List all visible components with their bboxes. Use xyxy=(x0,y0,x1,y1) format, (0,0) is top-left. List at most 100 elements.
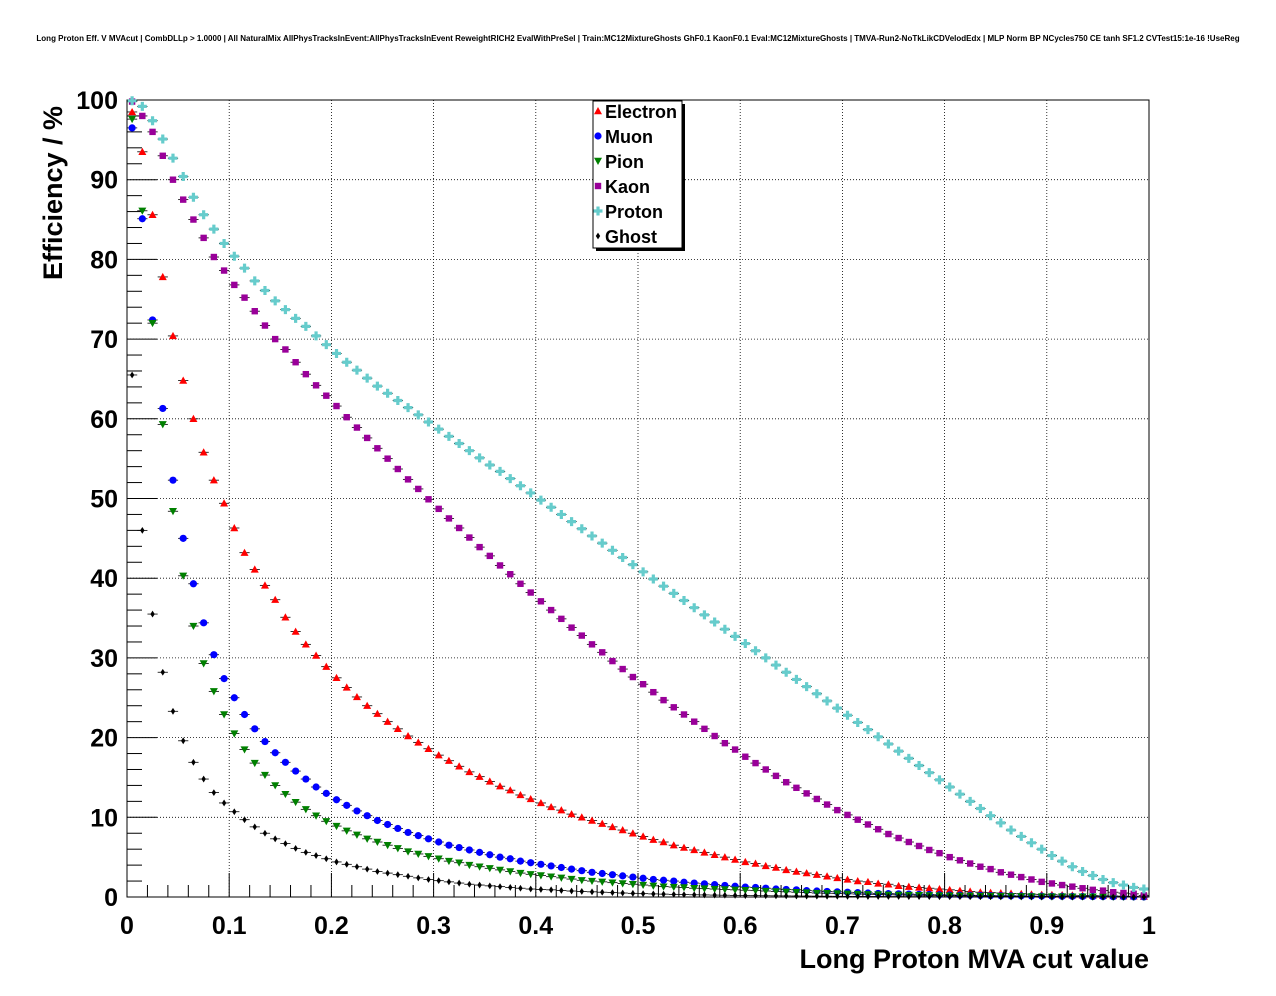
data-point-electron xyxy=(301,640,310,648)
x-tick-label: 0.8 xyxy=(927,912,962,940)
data-point-pion xyxy=(250,759,259,768)
data-point-ghost xyxy=(508,884,513,891)
data-point-pion xyxy=(506,868,515,876)
data-point-ghost xyxy=(405,872,411,880)
data-point-pion xyxy=(352,831,361,839)
data-point-kaon xyxy=(261,322,269,329)
data-point-kaon xyxy=(823,801,831,808)
series-proton xyxy=(127,96,1149,894)
data-point-pion xyxy=(455,859,464,867)
data-point-proton xyxy=(822,696,832,706)
data-point-ghost xyxy=(395,871,401,879)
data-point-ghost xyxy=(1131,893,1136,901)
data-point-pion xyxy=(342,827,351,835)
data-point-ghost xyxy=(1070,893,1075,901)
x-tick-label: 0.2 xyxy=(314,912,349,940)
data-point-electron xyxy=(526,794,535,803)
data-point-ghost xyxy=(1111,893,1116,901)
data-point-proton xyxy=(1088,870,1098,880)
data-point-muon xyxy=(567,865,576,873)
data-point-ghost xyxy=(548,886,554,894)
data-point-kaon xyxy=(404,476,412,483)
data-point-electron xyxy=(332,673,341,682)
data-point-electron xyxy=(935,885,944,893)
data-point-pion xyxy=(281,790,290,799)
data-point-pion xyxy=(230,730,239,738)
data-point-muon xyxy=(588,868,596,876)
data-point-proton xyxy=(761,653,771,663)
data-point-muon xyxy=(598,869,606,878)
data-point-pion xyxy=(240,746,249,754)
data-point-kaon xyxy=(926,846,933,854)
data-point-kaon xyxy=(650,688,657,696)
data-point-muon xyxy=(619,872,627,880)
data-point-kaon xyxy=(302,370,310,378)
data-point-pion xyxy=(679,884,688,892)
data-point-pion xyxy=(189,622,198,631)
data-point-electron xyxy=(383,717,392,725)
data-point-proton xyxy=(669,588,679,598)
data-point-proton xyxy=(1098,874,1108,884)
data-point-pion xyxy=(516,869,525,878)
data-point-electron xyxy=(649,835,658,843)
data-point-proton xyxy=(607,545,617,555)
data-point-kaon xyxy=(251,308,258,315)
data-point-ghost xyxy=(937,893,942,901)
data-point-ghost xyxy=(385,869,390,877)
data-point-muon xyxy=(343,801,351,809)
data-point-kaon xyxy=(1018,873,1025,881)
data-point-electron xyxy=(608,822,617,831)
data-point-pion xyxy=(526,871,535,879)
data-point-proton xyxy=(873,732,883,742)
data-point-proton xyxy=(812,689,822,699)
data-point-kaon xyxy=(149,128,156,136)
data-point-electron xyxy=(352,692,361,701)
data-point-pion xyxy=(700,885,709,893)
data-point-kaon xyxy=(782,779,790,786)
data-point-electron xyxy=(547,802,556,811)
data-point-proton xyxy=(240,263,250,273)
data-point-kaon xyxy=(210,253,218,261)
data-point-pion xyxy=(148,319,157,328)
data-point-kaon xyxy=(895,834,902,842)
data-point-kaon xyxy=(547,606,555,614)
data-point-muon xyxy=(271,749,279,757)
y-tick-label: 20 xyxy=(90,725,118,753)
data-point-ghost xyxy=(436,877,441,885)
data-point-proton xyxy=(843,710,853,720)
data-point-muon xyxy=(404,828,412,837)
data-point-proton xyxy=(1108,878,1118,888)
data-point-muon xyxy=(189,580,198,588)
data-point-kaon xyxy=(343,414,350,421)
data-point-pion xyxy=(220,711,229,719)
data-point-kaon xyxy=(915,842,923,850)
data-point-proton xyxy=(546,502,556,512)
y-tick-label: 70 xyxy=(90,326,118,354)
data-point-pion xyxy=(424,853,433,861)
data-point-proton xyxy=(168,153,178,163)
data-point-electron xyxy=(802,869,811,877)
data-point-electron xyxy=(230,523,239,532)
data-point-muon xyxy=(475,848,484,856)
data-point-muon xyxy=(138,215,146,223)
data-point-muon xyxy=(557,863,565,872)
data-point-proton xyxy=(342,357,352,367)
data-point-ghost xyxy=(283,840,288,848)
data-point-pion xyxy=(782,888,791,896)
data-point-pion xyxy=(414,850,423,858)
data-point-kaon xyxy=(558,615,565,623)
data-point-kaon xyxy=(435,505,442,513)
data-point-pion xyxy=(322,818,331,826)
legend-box xyxy=(592,100,683,249)
data-point-ghost xyxy=(671,890,676,898)
data-point-proton xyxy=(372,381,382,391)
data-point-muon xyxy=(639,874,647,882)
data-point-ghost xyxy=(732,892,738,899)
data-point-muon xyxy=(670,877,678,885)
data-point-proton xyxy=(689,603,699,613)
data-point-electron xyxy=(741,857,750,866)
data-point-kaon xyxy=(854,816,861,823)
data-point-electron xyxy=(618,826,627,834)
data-point-kaon xyxy=(874,826,882,833)
